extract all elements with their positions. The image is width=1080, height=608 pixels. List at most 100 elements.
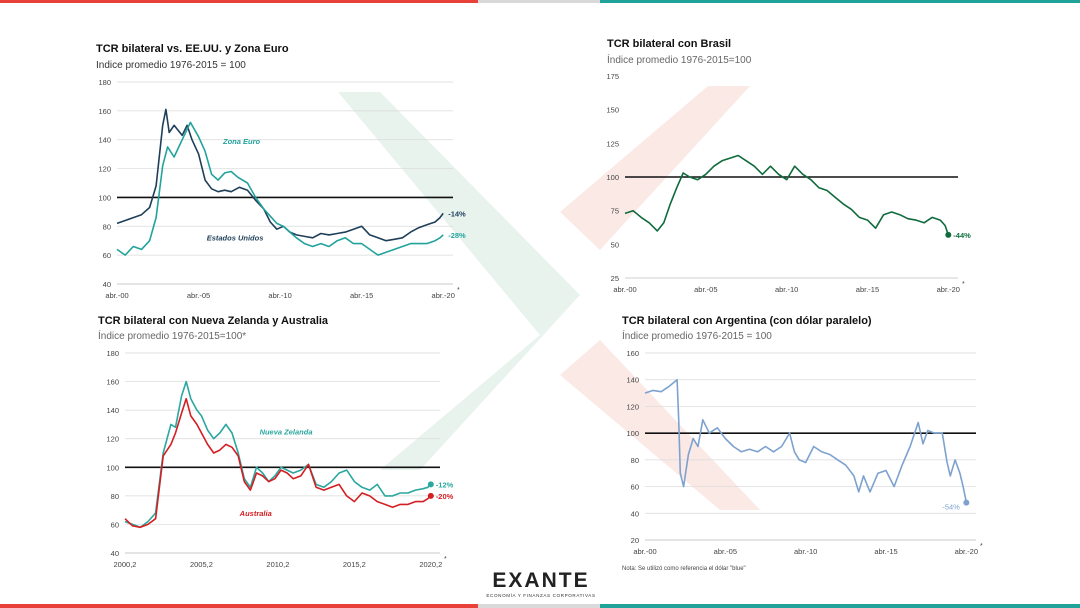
chart-title-brasil: TCR bilateral con Brasil xyxy=(607,38,732,50)
watermark-stroke-green xyxy=(338,92,580,335)
top-bar-teal xyxy=(600,0,1080,3)
x-tick-label: abr.-20 xyxy=(955,547,978,556)
x-tick-label: abr.-00 xyxy=(633,547,656,556)
series-end-label: -14% xyxy=(448,209,466,218)
x-tick-asterisk: * xyxy=(962,281,965,288)
top-bar-grey xyxy=(478,0,600,3)
logo-name: EXANTE xyxy=(492,569,590,592)
bottom-brand-bar xyxy=(0,604,1080,608)
x-tick-label: abr.-05 xyxy=(714,547,737,556)
bottom-bar-grey xyxy=(478,604,600,608)
y-tick-label: 100 xyxy=(98,193,111,202)
x-tick-label: abr.-00 xyxy=(613,285,636,294)
chart-subtitle-brasil: Índice promedio 1976-2015=100 xyxy=(607,55,752,66)
y-tick-label: 60 xyxy=(631,483,639,492)
x-tick-label: 2000,2 xyxy=(114,560,137,569)
series-annotation: Zona Euro xyxy=(222,137,261,146)
y-tick-label: 175 xyxy=(606,72,619,81)
y-tick-label: 150 xyxy=(606,106,619,115)
series-end-marker xyxy=(963,499,970,506)
series-line-brasil xyxy=(624,154,950,236)
watermark-stroke-red-a xyxy=(560,86,750,250)
series-end-label: -20% xyxy=(436,492,454,501)
chart-nz-aus: 40 60 80 100 120 140 160 180 2000,2 2005,2 2010,2 2… xyxy=(106,349,454,569)
chart-subtitle-argentina: Índice promedio 1976-2015 = 100 xyxy=(622,331,772,342)
y-tick-label: 40 xyxy=(111,549,119,558)
y-tick-label: 100 xyxy=(626,429,639,438)
x-tick-asterisk: * xyxy=(457,287,460,294)
y-tick-label: 160 xyxy=(626,349,639,358)
chart-title-argentina: TCR bilateral con Argentina (con dólar p… xyxy=(622,315,872,327)
y-tick-label: 60 xyxy=(103,251,111,260)
y-tick-label: 140 xyxy=(98,136,111,145)
y-tick-label: 160 xyxy=(98,107,111,116)
y-tick-label: 180 xyxy=(106,349,119,358)
y-tick-label: 60 xyxy=(111,520,119,529)
y-tick-label: 20 xyxy=(631,536,639,545)
series-annotation: Australia xyxy=(239,509,272,518)
series-end-label: -44% xyxy=(953,231,971,240)
y-tick-label: 80 xyxy=(103,222,111,231)
logo-tagline: ECONOMÍA Y FINANZAS CORPORATIVAS xyxy=(486,593,596,598)
x-tick-label: 2015,2 xyxy=(343,560,366,569)
series-end-marker xyxy=(427,492,434,499)
x-tick-label: 2020,2 xyxy=(419,560,442,569)
x-tick-label: abr.-15 xyxy=(874,547,897,556)
y-tick-label: 120 xyxy=(626,402,639,411)
y-tick-label: 40 xyxy=(631,509,639,518)
y-tick-label: 25 xyxy=(611,274,619,283)
x-tick-label: abr.-15 xyxy=(350,291,373,300)
x-tick-label: 2010,2 xyxy=(266,560,289,569)
x-tick-label: abr.-05 xyxy=(187,291,210,300)
y-tick-label: 180 xyxy=(98,78,111,87)
y-tick-label: 80 xyxy=(111,492,119,501)
series-end-marker xyxy=(427,481,434,488)
chart-note-argentina: Nota: Se utilizó como referencia el dóla… xyxy=(622,566,746,572)
y-tick-label: 120 xyxy=(106,435,119,444)
x-tick-label: abr.-20 xyxy=(937,285,960,294)
top-brand-bar xyxy=(0,0,1080,3)
series-annotation: Nueva Zelanda xyxy=(260,427,313,436)
y-tick-label: 75 xyxy=(611,207,619,216)
x-tick-asterisk: * xyxy=(980,543,983,550)
bottom-bar-red xyxy=(0,604,478,608)
series-line-zona-euro xyxy=(116,121,444,256)
x-tick-label: abr.-10 xyxy=(268,291,291,300)
series-line-argentina xyxy=(644,378,968,503)
y-tick-label: 50 xyxy=(611,240,619,249)
y-tick-label: 140 xyxy=(626,376,639,385)
x-tick-label: abr.-00 xyxy=(105,291,128,300)
series-end-label: -12% xyxy=(436,480,454,489)
y-tick-label: 140 xyxy=(106,406,119,415)
x-tick-label: abr.-05 xyxy=(694,285,717,294)
x-tick-label: abr.-15 xyxy=(856,285,879,294)
series-end-label: -28% xyxy=(448,231,466,240)
series-end-marker xyxy=(945,231,952,238)
chart-subtitle-usa-eur: Indice promedio 1976-2015 = 100 xyxy=(96,60,246,71)
y-tick-label: 125 xyxy=(606,139,619,148)
y-tick-label: 120 xyxy=(98,165,111,174)
chart-title-nz-aus: TCR bilateral con Nueva Zelanda y Austra… xyxy=(98,315,329,327)
y-tick-label: 40 xyxy=(103,280,111,289)
x-tick-label: abr.-20 xyxy=(432,291,455,300)
x-tick-label: abr.-10 xyxy=(775,285,798,294)
x-tick-label: 2005,2 xyxy=(190,560,213,569)
y-tick-label: 80 xyxy=(631,456,639,465)
chart-subtitle-nz-aus: Índice promedio 1976-2015=100* xyxy=(98,331,247,342)
x-tick-label: abr.-10 xyxy=(794,547,817,556)
y-tick-label: 160 xyxy=(106,378,119,387)
series-end-label: -54% xyxy=(942,503,960,512)
chart-usa-eur: 40 60 80 100 120 140 160 180 abr.-00 abr.-05 abr.-… xyxy=(98,78,466,300)
chart-title-usa-eur: TCR bilateral vs. EE.UU. y Zona Euro xyxy=(96,43,289,55)
series-annotation: Estados Unidos xyxy=(207,234,264,243)
x-tick-asterisk: * xyxy=(444,556,447,563)
series-line-estados-unidos xyxy=(116,108,444,242)
chart-brasil: 25 50 75 100 125 150 175 abr.-00 abr.-05 abr.-10 a… xyxy=(606,72,971,294)
exante-logo: EXANTE ECONOMÍA Y FINANZAS CORPORATIVAS xyxy=(486,569,596,599)
bottom-bar-teal xyxy=(600,604,1080,608)
series-line-australia xyxy=(124,397,432,529)
y-tick-label: 100 xyxy=(106,463,119,472)
chart-argentina: 20 40 60 80 100 120 140 160 abr.-00 abr.-05 abr.-1… xyxy=(626,349,983,556)
y-tick-label: 100 xyxy=(606,173,619,182)
